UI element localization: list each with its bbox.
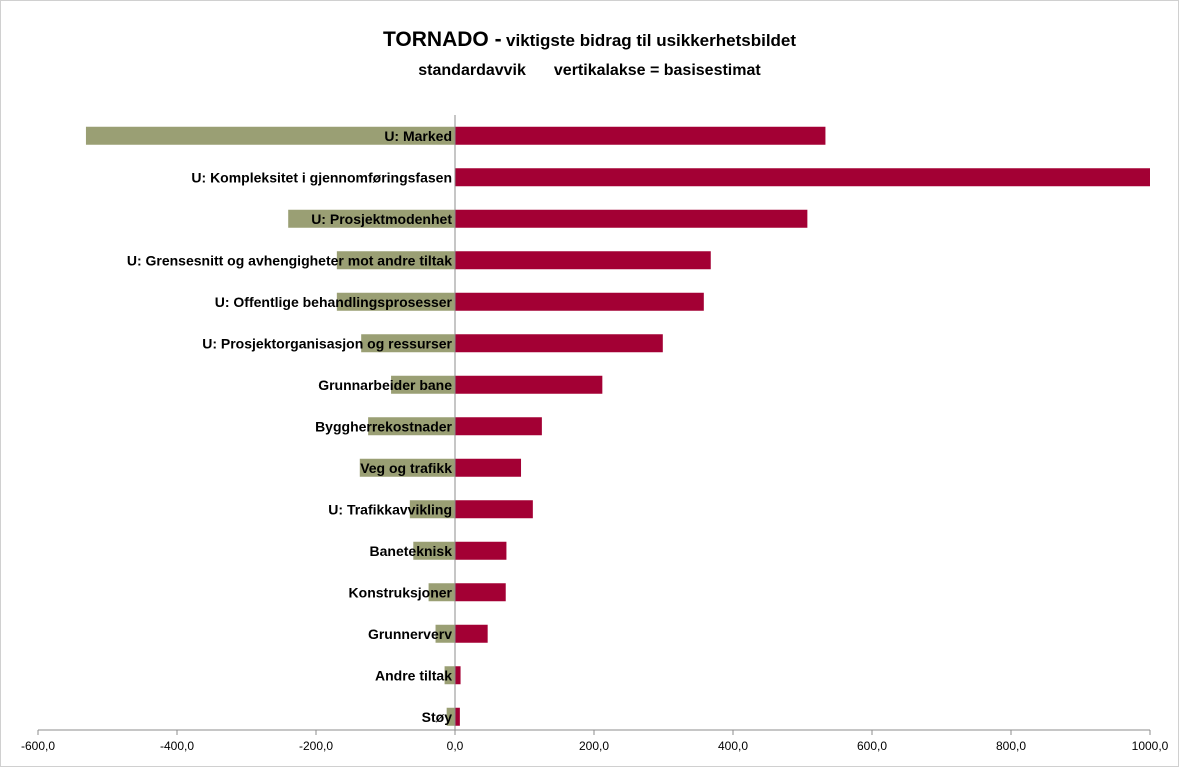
bar-positive-8: [455, 458, 522, 477]
x-tick-label-0: -600,0: [21, 739, 55, 753]
chart-title: TORNADO - viktigste bidrag til usikkerhe…: [0, 28, 1179, 52]
category-label-13: Andre tiltak: [375, 667, 452, 683]
x-tick-label-3: 0,0: [447, 739, 464, 753]
bar-positive-11: [455, 583, 506, 602]
bar-negative-0: [85, 126, 455, 145]
bar-positive-4: [455, 292, 704, 311]
bar-negative-2: [288, 209, 455, 228]
chart-title-main: TORNADO -: [382, 28, 502, 51]
bar-negative-9: [409, 500, 455, 519]
bar-positive-6: [455, 375, 603, 394]
category-label-0: U: Marked: [384, 128, 452, 144]
category-label-12: Grunnerverv: [368, 626, 452, 642]
category-label-3: U: Grensesnitt og avhengigheter mot andr…: [127, 252, 452, 268]
bar-negative-14: [446, 707, 455, 726]
x-tick-label-7: 800,0: [996, 739, 1026, 753]
bar-positive-1: [455, 168, 1150, 187]
category-label-2: U: Prosjektmodenhet: [311, 211, 452, 227]
x-tick-label-2: -200,0: [299, 739, 333, 753]
bar-positive-9: [455, 500, 533, 519]
bar-positive-12: [455, 624, 488, 643]
bar-positive-13: [455, 666, 461, 685]
category-label-11: Konstruksjoner: [349, 584, 453, 600]
bar-positive-3: [455, 251, 711, 270]
bar-negative-5: [361, 334, 455, 353]
category-label-14: Støy: [422, 709, 453, 725]
bar-positive-5: [455, 334, 663, 353]
bar-positive-7: [455, 417, 542, 436]
chart-title-rest: viktigste bidrag til usikkerhetsbildet: [506, 31, 797, 50]
category-label-10: Baneteknisk: [370, 543, 453, 559]
category-label-9: U: Trafikkavvikling: [328, 501, 452, 517]
bar-positive-10: [455, 541, 507, 560]
x-tick-label-6: 600,0: [857, 739, 887, 753]
bar-positive-2: [455, 209, 808, 228]
bar-negative-6: [391, 375, 455, 394]
chart-subtitle: standardavvik vertikalakse = basisestimat: [0, 62, 1179, 80]
x-tick-label-5: 400,0: [718, 739, 748, 753]
category-label-8: Veg og trafikk: [360, 460, 452, 476]
bar-positive-14: [455, 707, 460, 726]
x-tick-label-1: -400,0: [160, 739, 194, 753]
bar-negative-12: [435, 624, 455, 643]
category-label-5: U: Prosjektorganisasjon og ressurser: [202, 335, 452, 351]
bar-negative-8: [359, 458, 455, 477]
chart-subtitle-right: vertikalakse = basisestimat: [553, 62, 761, 79]
bar-negative-13: [444, 666, 455, 685]
chart-subtitle-left: standardavvik: [418, 62, 526, 79]
bar-negative-4: [336, 292, 455, 311]
bar-positive-0: [455, 126, 826, 145]
x-tick-label-4: 200,0: [579, 739, 609, 753]
bar-negative-10: [413, 541, 455, 560]
category-label-7: Byggherrekostnader: [315, 418, 452, 434]
category-label-6: Grunnarbeider bane: [318, 377, 452, 393]
category-label-4: U: Offentlige behandlingsprosesser: [215, 294, 453, 310]
bar-negative-7: [368, 417, 455, 436]
bar-negative-3: [336, 251, 455, 270]
bar-negative-11: [428, 583, 455, 602]
category-label-1: U: Kompleksitet i gjennomføringsfasen: [191, 169, 452, 185]
x-tick-label-8: 1000,0: [1132, 739, 1169, 753]
